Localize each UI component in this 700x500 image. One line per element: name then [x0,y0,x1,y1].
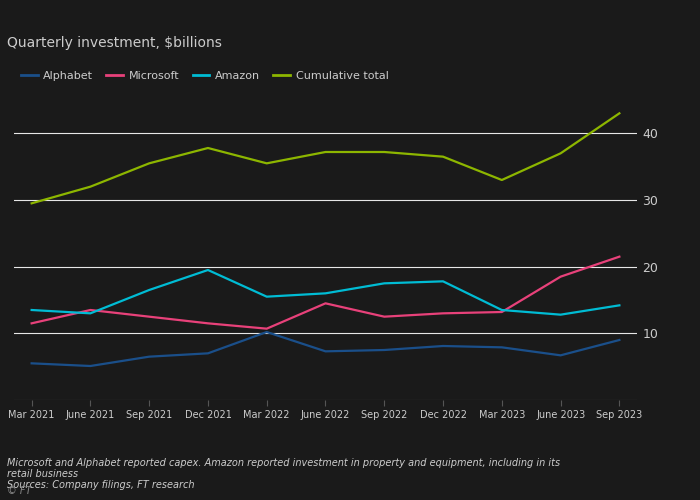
Text: Quarterly investment, $billions: Quarterly investment, $billions [7,36,222,50]
Text: Microsoft and Alphabet reported capex. Amazon reported investment in property an: Microsoft and Alphabet reported capex. A… [7,458,560,479]
Text: Sources: Company filings, FT research: Sources: Company filings, FT research [7,480,195,490]
Text: © FT: © FT [7,486,31,496]
Legend: Alphabet, Microsoft, Amazon, Cumulative total: Alphabet, Microsoft, Amazon, Cumulative … [16,66,393,86]
